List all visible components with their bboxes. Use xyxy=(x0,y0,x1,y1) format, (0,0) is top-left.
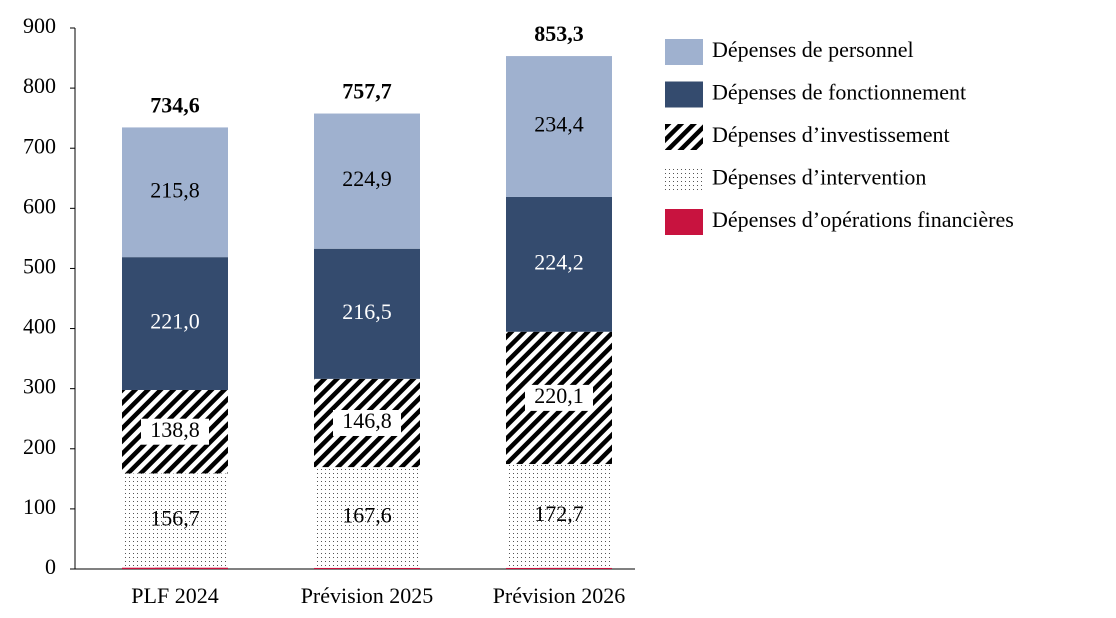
label-bg xyxy=(333,409,401,436)
bar-segment xyxy=(506,196,612,332)
bar-segment xyxy=(314,113,420,249)
legend-swatch xyxy=(665,124,703,150)
value-label: 234,4 xyxy=(534,112,584,137)
y-tick-label: 300 xyxy=(23,374,56,399)
value-label: 216,5 xyxy=(342,299,392,324)
total-label: 853,3 xyxy=(534,21,584,46)
legend-label: Dépenses d’investissement xyxy=(712,122,950,147)
value-label: 215,8 xyxy=(150,177,200,202)
legend-swatch xyxy=(665,39,703,65)
value-label: 167,6 xyxy=(342,503,392,528)
value-label: 221,0 xyxy=(150,309,200,334)
value-label: 224,9 xyxy=(342,166,392,191)
value-label: 146,8 xyxy=(342,408,392,433)
x-tick-label: PLF 2024 xyxy=(131,583,218,608)
value-label: 138,8 xyxy=(150,417,200,442)
value-label: 224,2 xyxy=(534,249,584,274)
bar-segment xyxy=(122,257,228,390)
bar-segment xyxy=(122,473,228,568)
y-tick-label: 500 xyxy=(23,253,56,278)
y-tick-label: 200 xyxy=(23,434,56,459)
legend-label: Dépenses de personnel xyxy=(712,37,914,62)
legend-swatch xyxy=(665,209,703,235)
bar-segment xyxy=(506,56,612,197)
total-label: 734,6 xyxy=(150,92,200,117)
total-label: 757,7 xyxy=(342,79,392,104)
legend-label: Dépenses d’opérations financières xyxy=(712,207,1014,232)
bar-segment xyxy=(314,467,420,568)
x-tick-label: Prévision 2026 xyxy=(493,583,626,608)
label-bg xyxy=(525,384,593,411)
y-tick-label: 800 xyxy=(23,73,56,98)
value-label: 172,7 xyxy=(534,501,584,526)
label-bg xyxy=(141,418,209,445)
legend-swatch xyxy=(665,166,703,193)
bar-segment xyxy=(506,464,612,568)
y-tick-label: 700 xyxy=(23,133,56,158)
legend-swatch xyxy=(665,81,703,108)
value-label: 156,7 xyxy=(150,506,200,531)
y-tick-label: 600 xyxy=(23,193,56,218)
bar-segment xyxy=(314,248,420,379)
bar-segment xyxy=(122,127,228,258)
legend-label: Dépenses d’intervention xyxy=(712,165,926,190)
y-tick-label: 0 xyxy=(45,554,56,579)
y-tick-label: 900 xyxy=(23,13,56,38)
y-tick-label: 100 xyxy=(23,494,56,519)
value-label: 220,1 xyxy=(534,383,584,408)
y-tick-label: 400 xyxy=(23,314,56,339)
legend-label: Dépenses de fonctionnement xyxy=(712,80,966,105)
x-tick-label: Prévision 2025 xyxy=(301,583,434,608)
